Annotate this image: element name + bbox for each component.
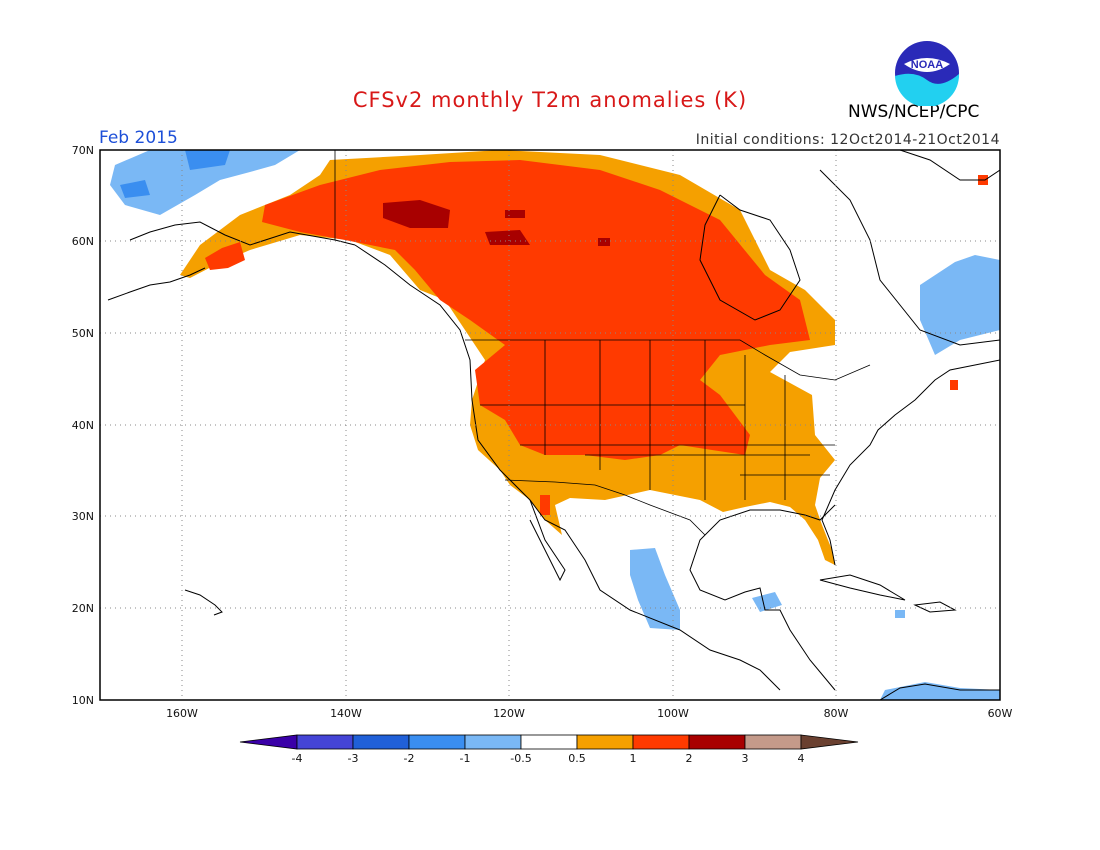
lon-label-140w: 140W [330, 707, 362, 720]
lon-label-120w: 120W [493, 707, 525, 720]
lon-label-100w: 100W [657, 707, 689, 720]
anomaly-warm-2 [598, 238, 610, 246]
lat-label-70n: 70N [72, 144, 94, 157]
initial-conditions-label: Initial conditions: 12Oct2014-21Oct2014 [695, 132, 1000, 148]
colorbar-arrow-low [239, 734, 298, 750]
colorbar-tick-label: 2 [686, 752, 693, 765]
colorbar-swatch [520, 734, 578, 750]
coast-alaska [129, 221, 356, 246]
colorbar-swatch [408, 734, 466, 750]
graticule [100, 150, 1000, 700]
anomaly-cool-05 [895, 610, 905, 618]
coast-baja [529, 499, 566, 582]
anomaly-warm-2 [485, 230, 530, 245]
coast-west [354, 244, 781, 691]
lat-label-20n: 20N [72, 602, 94, 615]
lat-label-40n: 40N [72, 419, 94, 432]
anomaly-cool-1 [120, 180, 150, 198]
lat-label-50n: 50N [72, 327, 94, 340]
coast-east [821, 359, 1000, 566]
anomaly-warm-1-spot [950, 380, 958, 390]
lat-label-30n: 30N [72, 510, 94, 523]
colorbar: -4 -3 -2 -1 -0.5 0.5 1 2 3 4 [239, 734, 859, 765]
map-title: CFSv2 monthly T2m anomalies (K) [352, 88, 748, 112]
anomaly-cool-05 [880, 682, 1000, 700]
colorbar-tick-label: 0.5 [568, 752, 586, 765]
border-us-canada [465, 339, 871, 381]
colorbar-swatch [744, 734, 802, 750]
coast-cuba [819, 574, 906, 601]
colorbar-swatch [352, 734, 410, 750]
map-frame [99, 149, 1001, 701]
political-borders [334, 150, 871, 536]
coast-aleutians [107, 267, 206, 301]
anomaly-cool-1 [185, 150, 230, 170]
colorbar-swatch [464, 734, 522, 750]
anomaly-warm-1-spot [540, 495, 550, 515]
anomaly-warm-2 [383, 200, 450, 228]
colorbar-tick-label: -3 [348, 752, 359, 765]
colorbar-swatch [632, 734, 690, 750]
coast-south-america [879, 683, 1000, 700]
state-lines [480, 340, 835, 500]
coastlines [107, 150, 1000, 700]
anomaly-warm-2 [505, 210, 525, 218]
anomaly-cool-05 [630, 548, 680, 630]
colorbar-swatch [296, 734, 354, 750]
coast-hawaii [184, 589, 223, 616]
logo-text: NOAA [911, 59, 943, 71]
border-us-mexico [504, 479, 706, 536]
colorbar-tick-label: -1 [460, 752, 471, 765]
anomaly-warm-1-alaska [205, 242, 245, 270]
lon-label-60w: 60W [988, 707, 1013, 720]
colorbar-swatch [576, 734, 634, 750]
month-label: Feb 2015 [99, 128, 178, 148]
colorbar-swatch [688, 734, 746, 750]
coast-greenland [899, 150, 1000, 181]
coast-gulf [689, 504, 836, 691]
anomaly-cool-05 [110, 150, 300, 215]
colorbar-tick-label: 3 [742, 752, 749, 765]
lon-label-160w: 160W [166, 707, 198, 720]
colorbar-tick-label: 1 [630, 752, 637, 765]
anomaly-cool-05 [752, 592, 782, 612]
coast-labrador [819, 169, 1000, 346]
colorbar-tick-label: 4 [798, 752, 805, 765]
colorbar-tick-label: -0.5 [510, 752, 531, 765]
coast-hispaniola [913, 601, 957, 613]
agency-label: NWS/NCEP/CPC [848, 102, 980, 122]
lat-label-10n: 10N [72, 694, 94, 707]
coast-hudson [699, 194, 801, 321]
lat-label-60n: 60N [72, 235, 94, 248]
colorbar-tick-label: -2 [404, 752, 415, 765]
noaa-logo-icon: NOAA [895, 41, 960, 106]
colorbar-arrow-high [800, 734, 859, 750]
colorbar-tick-label: -4 [292, 752, 303, 765]
lon-label-80w: 80W [824, 707, 849, 720]
anomaly-cool-05 [920, 255, 1000, 355]
